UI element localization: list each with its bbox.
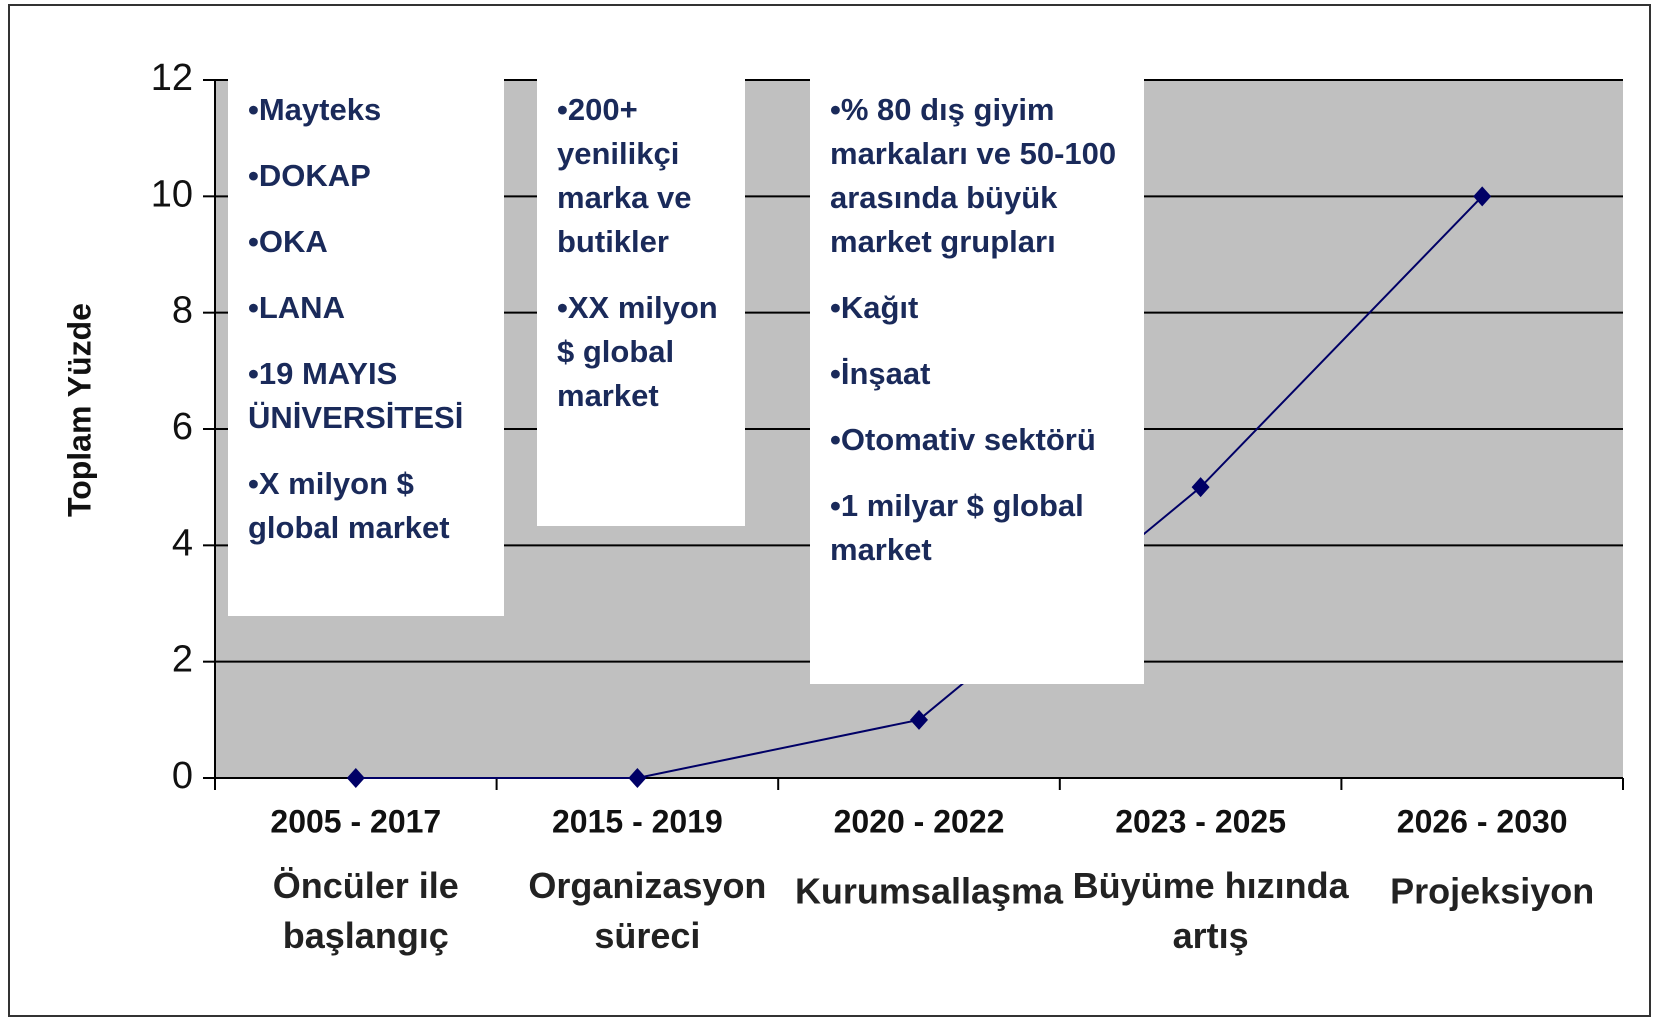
marker [346,768,365,788]
x-tick-label: 2023 - 2025 [1115,803,1286,839]
y-tick-label: 8 [172,290,193,332]
x-tick-label: 2005 - 2017 [270,803,441,839]
y-tick-label: 2 [172,639,193,681]
annotation-item: •Otomativ sektörü [830,422,1096,457]
annotation-item: •Kağıt [830,290,919,325]
phase-label: Kurumsallaşma [795,871,1064,912]
annotation-box: •% 80 dış giyim markaları ve 50-100 aras… [810,76,1144,684]
phase-label: Projeksiyon [1390,871,1594,912]
annotation-item: •% 80 dış giyim markaları ve 50-100 aras… [830,92,1117,259]
annotation-item: •OKA [248,224,328,259]
phase-label: Büyüme hızında artış [1073,865,1350,956]
marker [1473,186,1492,207]
phase-label: Öncüler ile başlangıç [273,865,459,956]
annotation-box: •Mayteks •DOKAP •OKA •LANA •19 MAYIS ÜNİVERS… [228,76,504,616]
annotation-item: •200+ yenilikçi marka ve butikler [557,92,692,259]
annotation-item: •İnşaat [830,356,931,391]
x-tick-label: 2020 - 2022 [834,803,1005,839]
y-tick-label: 12 [151,57,193,99]
annotation-item: •1 milyar $ global market [830,488,1084,567]
phase-label: Organizasyon süreci [528,865,766,956]
y-axis-label: Toplam Yüzde [61,303,97,517]
annotation-item: •LANA [248,290,345,325]
frame [8,4,1651,1017]
x-tick-label: 2026 - 2030 [1397,803,1568,839]
y-tick-label: 0 [172,755,193,797]
y-tick-label: 6 [172,406,193,448]
annotation-item: •XX milyon $ global market [557,290,718,413]
x-tick-label: 2015 - 2019 [552,803,723,839]
annotation-item: •X milyon $ global market [248,466,450,545]
marker [628,768,647,788]
y-tick-label: 4 [172,522,193,564]
y-tick-label: 10 [151,173,193,215]
annotation-item: •Mayteks [248,92,382,127]
annotation-item: •DOKAP [248,158,371,193]
marker [1191,477,1210,498]
annotation-item: •19 MAYIS ÜNİVERSİTESİ [248,356,464,435]
marker [910,709,928,730]
annotation-box: •200+ yenilikçi marka ve butikler •XX mil… [537,76,745,526]
